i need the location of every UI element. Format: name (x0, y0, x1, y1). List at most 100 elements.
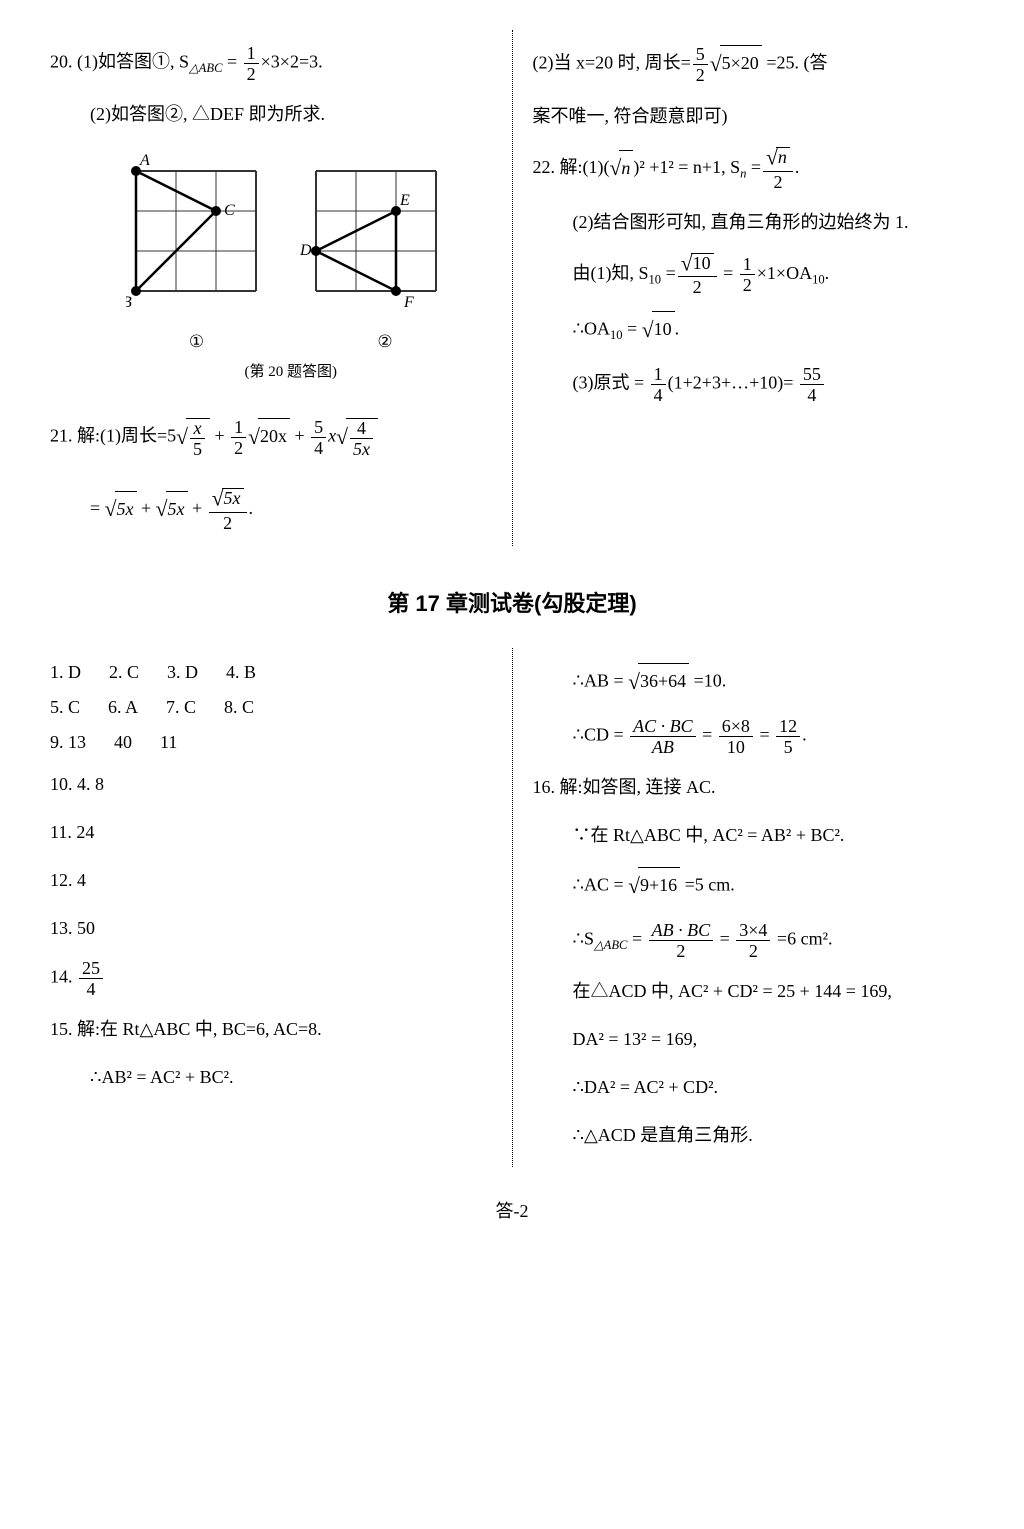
text: (2)当 x=20 时, 周长= (533, 53, 691, 73)
svg-text:C: C (224, 202, 235, 219)
text: ∴AC = (573, 875, 629, 895)
num: 25 (79, 959, 103, 978)
ans: 8. C (224, 697, 254, 718)
text: )² +1² = n+1, S (633, 157, 740, 177)
eq: = (90, 498, 105, 518)
text: = (222, 52, 241, 72)
q16-l4: ∴S△ABC = AB · BC2 = 3×42 =6 cm². (573, 921, 975, 960)
sub1: ① (127, 332, 267, 352)
num: AB · BC (649, 921, 714, 940)
ans: 5. C (50, 697, 80, 718)
num: 55 (800, 365, 824, 384)
a10: 10. 4. 8 (50, 767, 492, 801)
r-l1: ∴AB = √36+64 =10. (573, 662, 975, 703)
text: ∴S (573, 929, 594, 949)
q21-line1: 21. 解:(1)周长=5√x5 + 12√20x + 54x√45x (50, 417, 492, 458)
num: 12 (776, 717, 800, 736)
text: (3)原式 = (573, 373, 649, 393)
text: = (627, 929, 646, 949)
num: 4 (350, 419, 373, 438)
a14: 14. 254 (50, 959, 492, 998)
sqrt: √5x (156, 489, 188, 530)
den: 2 (678, 276, 717, 296)
head: 14. (50, 967, 77, 987)
svg-text:A: A (139, 152, 150, 169)
plus: + (290, 426, 309, 446)
num: 6×8 (719, 717, 753, 736)
text: = (623, 319, 642, 339)
ans: 1. D (50, 662, 81, 683)
page-footer: 答-2 (50, 1197, 974, 1223)
sub2: ② (315, 332, 455, 352)
num: 1 (651, 365, 666, 384)
text: =25. (答 (762, 53, 828, 73)
den: 2 (693, 64, 708, 84)
den: 4 (800, 384, 824, 404)
text: (1+2+3+…+10)= (668, 373, 798, 393)
dot: . (802, 724, 807, 744)
sub: △ABC (189, 61, 222, 75)
num: 5 (311, 418, 326, 437)
arg: 5x (222, 488, 244, 507)
ans: 4. B (226, 662, 256, 683)
answers-row1: 1. D 2. C 3. D 4. B (50, 662, 492, 683)
ans: 6. A (108, 697, 138, 718)
q20-figure: ACBDEF ① ② (第 20 题答图) (90, 151, 492, 381)
dot: . (795, 157, 800, 177)
den: 2 (244, 63, 259, 83)
den: 5 (776, 736, 800, 756)
text: 20. (1)如答图①, S (50, 52, 189, 72)
svg-text:E: E (399, 192, 410, 209)
text: =6 cm². (772, 929, 832, 949)
sqrt: √x5 (176, 417, 210, 458)
r1: (2)当 x=20 时, 周长=52√5×20 =25. (答 (533, 44, 975, 85)
frac: 12 (231, 418, 246, 457)
q16-l5: 在△ACD 中, AC² + CD² = 25 + 144 = 169, (573, 974, 975, 1008)
answers-row2: 5. C 6. A 7. C 8. C (50, 697, 492, 718)
arg: 9+16 (638, 867, 680, 902)
text: = (719, 262, 738, 282)
text: ×1×OA (757, 262, 812, 282)
den: 2 (736, 940, 770, 960)
den: 5x (350, 438, 373, 458)
q22-l3: 由(1)知, S10 =√102 = 12×1×OA10. (573, 253, 975, 296)
chapter-title: 第 17 章测试卷(勾股定理) (50, 586, 974, 618)
a12: 12. 4 (50, 863, 492, 897)
text: =5 cm. (680, 875, 735, 895)
ans: 40 (114, 732, 132, 753)
r2: 案不唯一, 符合题意即可) (533, 99, 975, 133)
lower-left-column: 1. D 2. C 3. D 4. B 5. C 6. A 7. C 8. C … (50, 648, 512, 1167)
q22-p1: 22. 解:(1)(√n)² +1² = n+1, Sn =√n2. (533, 147, 975, 190)
q16-l3: ∴AC = √9+16 =5 cm. (573, 866, 975, 907)
sqrt: √45x (336, 417, 378, 458)
num: AC · BC (630, 717, 696, 736)
den: AB (630, 736, 696, 756)
den: 4 (79, 978, 103, 998)
svg-text:F: F (403, 294, 414, 311)
text: ∴CD = (573, 724, 629, 744)
subcaptions: ① ② (90, 332, 492, 352)
text: ∴AB = (573, 670, 629, 690)
dot: . (249, 498, 254, 518)
text: 22. 解:(1)( (533, 157, 610, 177)
plus: + (188, 498, 207, 518)
text: =10. (689, 670, 726, 690)
fig-caption: (第 20 题答图) (90, 360, 492, 381)
den: 10 (719, 736, 753, 756)
q20-part1: 20. (1)如答图①, S△ABC = 12×3×2=3. (50, 44, 492, 83)
arg: 10 (691, 253, 714, 272)
ans: 9. 13 (50, 732, 86, 753)
a11: 11. 24 (50, 815, 492, 849)
upper-right-column: (2)当 x=20 时, 周长=52√5×20 =25. (答 案不唯一, 符合… (513, 30, 975, 546)
arg: 10 (652, 311, 675, 346)
svg-text:D: D (299, 242, 312, 259)
arg: 5×20 (720, 45, 762, 80)
arg: 36+64 (638, 663, 689, 698)
text: = (661, 262, 676, 282)
arg: 5x (166, 491, 188, 526)
den: 2 (740, 274, 755, 294)
den: 4 (311, 437, 326, 457)
q21-line2: = √5x + √5x + √5x2. (90, 488, 492, 531)
ans: 2. C (109, 662, 139, 683)
q16-l8: ∴△ACD 是直角三角形. (573, 1118, 975, 1152)
